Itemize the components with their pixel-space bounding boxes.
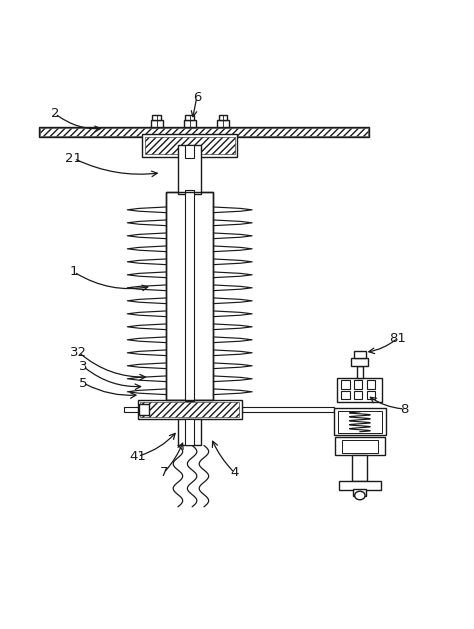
Text: 41: 41	[129, 450, 146, 463]
Text: 2: 2	[51, 107, 59, 120]
Bar	[166, 192, 213, 399]
Bar	[352, 455, 367, 481]
Bar	[178, 420, 201, 445]
Text: 1: 1	[70, 265, 78, 279]
Bar	[140, 402, 239, 417]
Text: 81: 81	[389, 331, 406, 345]
Bar	[219, 114, 227, 120]
Bar	[124, 407, 138, 412]
Bar	[339, 481, 381, 490]
Bar	[337, 411, 382, 433]
Bar	[354, 352, 365, 357]
Bar	[341, 391, 350, 399]
Text: 4: 4	[230, 466, 239, 479]
Bar	[153, 114, 161, 120]
Bar	[354, 391, 363, 399]
Bar	[242, 407, 334, 412]
Bar	[367, 391, 375, 399]
Bar	[143, 134, 237, 157]
Bar	[185, 420, 194, 445]
Ellipse shape	[355, 491, 365, 500]
Bar	[178, 145, 201, 194]
Bar	[185, 145, 194, 158]
Text: 32: 32	[70, 346, 87, 359]
Bar	[139, 404, 149, 415]
Bar	[166, 192, 213, 399]
Text: 8: 8	[401, 403, 409, 416]
Text: 3: 3	[79, 360, 88, 373]
Bar	[185, 190, 194, 401]
Bar	[341, 380, 350, 389]
Text: 21: 21	[65, 152, 82, 165]
Bar	[354, 380, 363, 389]
Bar	[337, 378, 383, 403]
Bar	[185, 114, 194, 120]
Bar	[351, 357, 368, 366]
Bar	[367, 380, 375, 389]
Bar	[40, 128, 368, 136]
Bar	[353, 489, 366, 496]
Bar	[151, 120, 163, 127]
Text: 5: 5	[79, 377, 88, 389]
Bar	[356, 366, 363, 378]
Bar	[342, 440, 378, 453]
Text: 7: 7	[159, 466, 168, 479]
Bar	[138, 399, 242, 420]
Bar	[38, 127, 369, 137]
Bar	[145, 136, 235, 155]
Bar	[217, 120, 229, 127]
Bar	[334, 408, 386, 435]
Bar	[335, 437, 385, 455]
Bar	[183, 120, 196, 127]
Text: 6: 6	[192, 91, 201, 104]
